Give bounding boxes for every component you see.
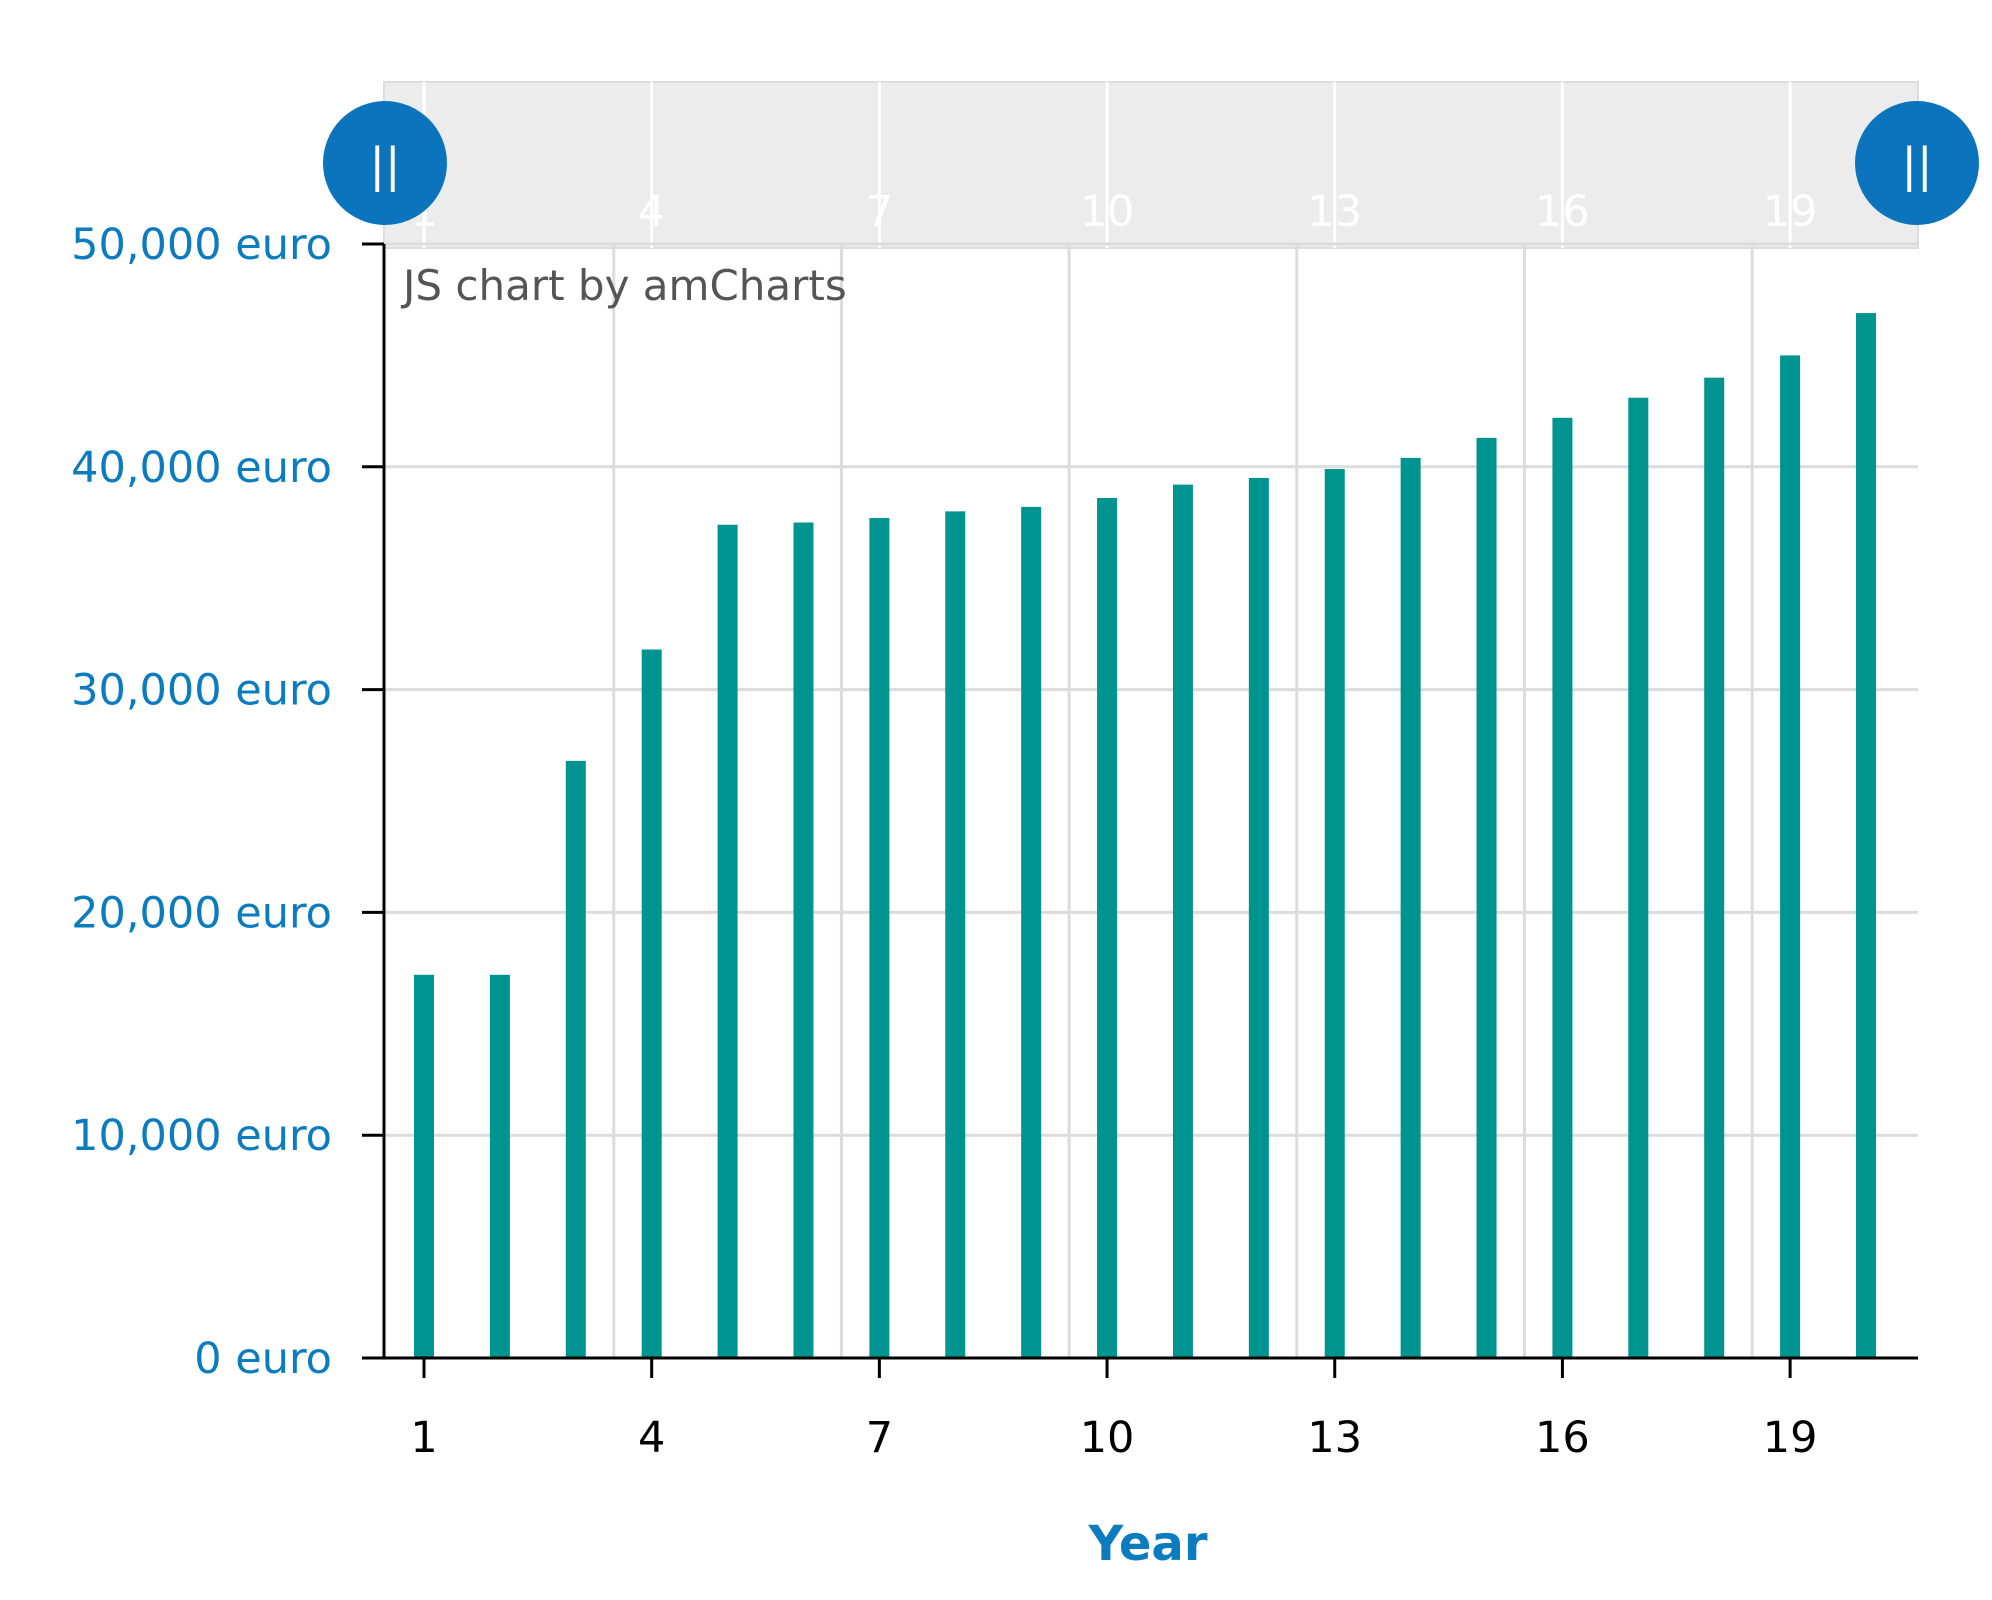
x-axis-title: Year — [1088, 1516, 1208, 1572]
bar[interactable] — [945, 511, 965, 1358]
bar[interactable] — [793, 523, 813, 1359]
y-tick-label: 10,000 euro — [71, 1111, 332, 1161]
bar[interactable] — [490, 975, 510, 1358]
bar[interactable] — [1249, 478, 1269, 1358]
scrollbar-left-handle[interactable]: || — [323, 101, 447, 225]
scrollbar-label: 10 — [1080, 187, 1135, 237]
scrollbar-label: 16 — [1535, 187, 1590, 237]
bar[interactable] — [1628, 398, 1648, 1358]
bar[interactable] — [1097, 498, 1117, 1358]
x-tick-label: 1 — [410, 1413, 437, 1463]
bar[interactable] — [718, 525, 738, 1358]
scrollbar-label: 13 — [1307, 187, 1362, 237]
scrollbar[interactable]: 14710131619|||| — [323, 82, 1979, 248]
bar[interactable] — [1780, 355, 1800, 1358]
bar[interactable] — [1856, 313, 1876, 1358]
bar[interactable] — [642, 649, 662, 1358]
bar[interactable] — [869, 518, 889, 1358]
grip-icon: || — [1902, 138, 1933, 193]
y-tick-label: 0 euro — [194, 1334, 332, 1384]
chart-credit[interactable]: JS chart by amCharts — [400, 261, 847, 310]
bar-series — [414, 313, 1876, 1358]
x-tick-label: 16 — [1535, 1413, 1590, 1463]
x-tick-label: 10 — [1080, 1413, 1135, 1463]
bar[interactable] — [1325, 469, 1345, 1358]
scrollbar-track[interactable] — [384, 82, 1918, 248]
grip-icon: || — [370, 138, 401, 193]
y-tick-label: 30,000 euro — [71, 666, 332, 716]
y-tick-label: 20,000 euro — [71, 888, 332, 938]
scrollbar-label: 4 — [638, 187, 665, 237]
x-tick-label: 4 — [638, 1413, 665, 1463]
scrollbar-label: 19 — [1763, 187, 1818, 237]
grid-lines — [384, 244, 1918, 1358]
x-tick-label: 13 — [1307, 1413, 1362, 1463]
y-tick-label: 40,000 euro — [71, 443, 332, 493]
x-tick-label: 19 — [1763, 1413, 1818, 1463]
bar[interactable] — [1021, 507, 1041, 1358]
x-tick-label: 7 — [866, 1413, 893, 1463]
scrollbar-label: 7 — [866, 187, 893, 237]
bar[interactable] — [1173, 485, 1193, 1358]
bar[interactable] — [1401, 458, 1421, 1358]
bar[interactable] — [1704, 378, 1724, 1358]
scrollbar-right-handle[interactable]: || — [1855, 101, 1979, 225]
bar[interactable] — [566, 761, 586, 1358]
y-tick-label: 50,000 euro — [71, 220, 332, 270]
bar[interactable] — [1552, 418, 1572, 1358]
bar[interactable] — [414, 975, 434, 1358]
bar[interactable] — [1477, 438, 1497, 1358]
